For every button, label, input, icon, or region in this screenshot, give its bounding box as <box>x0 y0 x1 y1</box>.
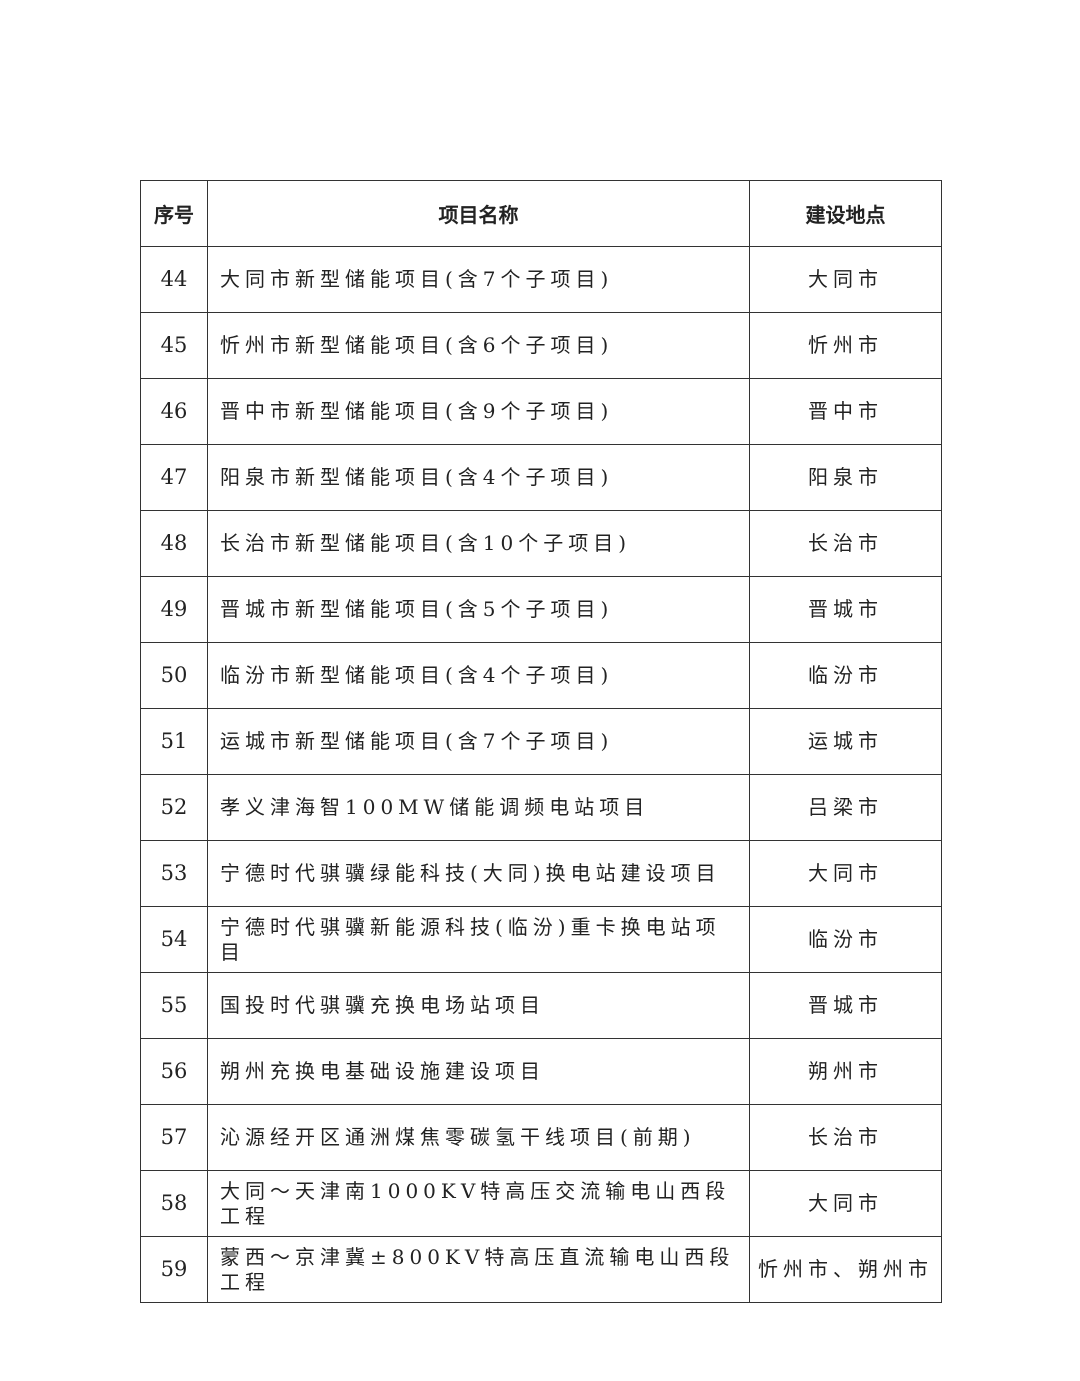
location-cell: 忻州市、朔州市 <box>749 1236 942 1303</box>
location-cell: 长治市 <box>749 510 942 577</box>
table-row: 50 临汾市新型储能项目(含4个子项目) 临汾市 <box>140 642 942 709</box>
serial-number-cell: 56 <box>140 1038 208 1105</box>
table-row: 45 忻州市新型储能项目(含6个子项目) 忻州市 <box>140 312 942 379</box>
table-row: 46 晋中市新型储能项目(含9个子项目) 晋中市 <box>140 378 942 445</box>
project-table: 序号 项目名称 建设地点 44 大同市新型储能项目(含7个子项目) 大同市 45 忻州市… <box>140 180 942 1303</box>
location-cell: 吕梁市 <box>749 774 942 841</box>
serial-number-cell: 49 <box>140 576 208 643</box>
location-cell: 大同市 <box>749 840 942 907</box>
project-name-cell: 朔州充换电基础设施建设项目 <box>207 1038 750 1105</box>
project-name-cell: 阳泉市新型储能项目(含4个子项目) <box>207 444 750 511</box>
serial-number-cell: 52 <box>140 774 208 841</box>
project-name-cell: 宁德时代骐骥新能源科技(临汾)重卡换电站项目 <box>207 906 750 973</box>
project-name-cell: 大同市新型储能项目(含7个子项目) <box>207 246 750 313</box>
location-cell: 临汾市 <box>749 906 942 973</box>
table-header-row: 序号 项目名称 建设地点 <box>140 180 942 247</box>
table-row: 53 宁德时代骐骥绿能科技(大同)换电站建设项目 大同市 <box>140 840 942 907</box>
project-name-cell: 宁德时代骐骥绿能科技(大同)换电站建设项目 <box>207 840 750 907</box>
table-row: 59 蒙西～京津冀±800KV特高压直流输电山西段工程 忻州市、朔州市 <box>140 1236 942 1303</box>
project-name-cell: 孝义津海智100MW储能调频电站项目 <box>207 774 750 841</box>
project-name-cell: 大同～天津南1000KV特高压交流输电山西段工程 <box>207 1170 750 1237</box>
table-row: 47 阳泉市新型储能项目(含4个子项目) 阳泉市 <box>140 444 942 511</box>
serial-number-cell: 47 <box>140 444 208 511</box>
table-row: 55 国投时代骐骥充换电场站项目 晋城市 <box>140 972 942 1039</box>
table-row: 56 朔州充换电基础设施建设项目 朔州市 <box>140 1038 942 1105</box>
header-location: 建设地点 <box>749 180 942 247</box>
location-cell: 晋中市 <box>749 378 942 445</box>
serial-number-cell: 58 <box>140 1170 208 1237</box>
project-name-cell: 国投时代骐骥充换电场站项目 <box>207 972 750 1039</box>
location-cell: 晋城市 <box>749 576 942 643</box>
project-name-cell: 长治市新型储能项目(含10个子项目) <box>207 510 750 577</box>
table-row: 54 宁德时代骐骥新能源科技(临汾)重卡换电站项目 临汾市 <box>140 906 942 973</box>
table-row: 49 晋城市新型储能项目(含5个子项目) 晋城市 <box>140 576 942 643</box>
serial-number-cell: 53 <box>140 840 208 907</box>
table-row: 48 长治市新型储能项目(含10个子项目) 长治市 <box>140 510 942 577</box>
location-cell: 大同市 <box>749 1170 942 1237</box>
table-row: 52 孝义津海智100MW储能调频电站项目 吕梁市 <box>140 774 942 841</box>
project-name-cell: 晋中市新型储能项目(含9个子项目) <box>207 378 750 445</box>
project-name-cell: 晋城市新型储能项目(含5个子项目) <box>207 576 750 643</box>
table-row: 51 运城市新型储能项目(含7个子项目) 运城市 <box>140 708 942 775</box>
serial-number-cell: 48 <box>140 510 208 577</box>
location-cell: 临汾市 <box>749 642 942 709</box>
table-row: 57 沁源经开区通洲煤焦零碳氢干线项目(前期) 长治市 <box>140 1104 942 1171</box>
location-cell: 运城市 <box>749 708 942 775</box>
serial-number-cell: 51 <box>140 708 208 775</box>
serial-number-cell: 44 <box>140 246 208 313</box>
serial-number-cell: 59 <box>140 1236 208 1303</box>
serial-number-cell: 46 <box>140 378 208 445</box>
table-row: 44 大同市新型储能项目(含7个子项目) 大同市 <box>140 246 942 313</box>
project-name-cell: 忻州市新型储能项目(含6个子项目) <box>207 312 750 379</box>
project-name-cell: 沁源经开区通洲煤焦零碳氢干线项目(前期) <box>207 1104 750 1171</box>
serial-number-cell: 50 <box>140 642 208 709</box>
location-cell: 长治市 <box>749 1104 942 1171</box>
project-name-cell: 运城市新型储能项目(含7个子项目) <box>207 708 750 775</box>
location-cell: 晋城市 <box>749 972 942 1039</box>
table-row: 58 大同～天津南1000KV特高压交流输电山西段工程 大同市 <box>140 1170 942 1237</box>
serial-number-cell: 55 <box>140 972 208 1039</box>
location-cell: 阳泉市 <box>749 444 942 511</box>
location-cell: 朔州市 <box>749 1038 942 1105</box>
serial-number-cell: 54 <box>140 906 208 973</box>
project-name-cell: 临汾市新型储能项目(含4个子项目) <box>207 642 750 709</box>
location-cell: 忻州市 <box>749 312 942 379</box>
header-project-name: 项目名称 <box>207 180 750 247</box>
serial-number-cell: 57 <box>140 1104 208 1171</box>
serial-number-cell: 45 <box>140 312 208 379</box>
project-name-cell: 蒙西～京津冀±800KV特高压直流输电山西段工程 <box>207 1236 750 1303</box>
table-body: 44 大同市新型储能项目(含7个子项目) 大同市 45 忻州市新型储能项目(含6个子项目… <box>140 246 942 1303</box>
location-cell: 大同市 <box>749 246 942 313</box>
header-serial-number: 序号 <box>140 180 208 247</box>
